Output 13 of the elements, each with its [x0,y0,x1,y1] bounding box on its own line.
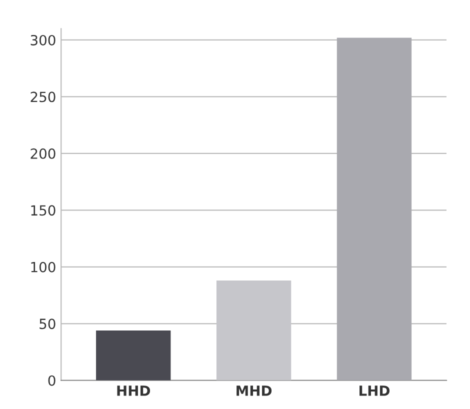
bar [216,280,292,380]
y-tick-label: 150 [31,205,56,216]
y-tick-label: 250 [30,92,56,102]
y-tick-label: 200 [30,148,56,159]
bar [336,38,412,380]
x-tick-label: MHD [236,386,272,396]
y-tick-label: 50 [40,318,56,330]
x-tick-label: HHD [117,386,150,396]
bar [96,330,171,380]
y-tick-label: 300 [30,34,56,46]
x-tick-label: LHD [360,386,390,396]
y-tick-label: 0 [48,375,56,386]
y-tick-label: 100 [31,262,56,272]
